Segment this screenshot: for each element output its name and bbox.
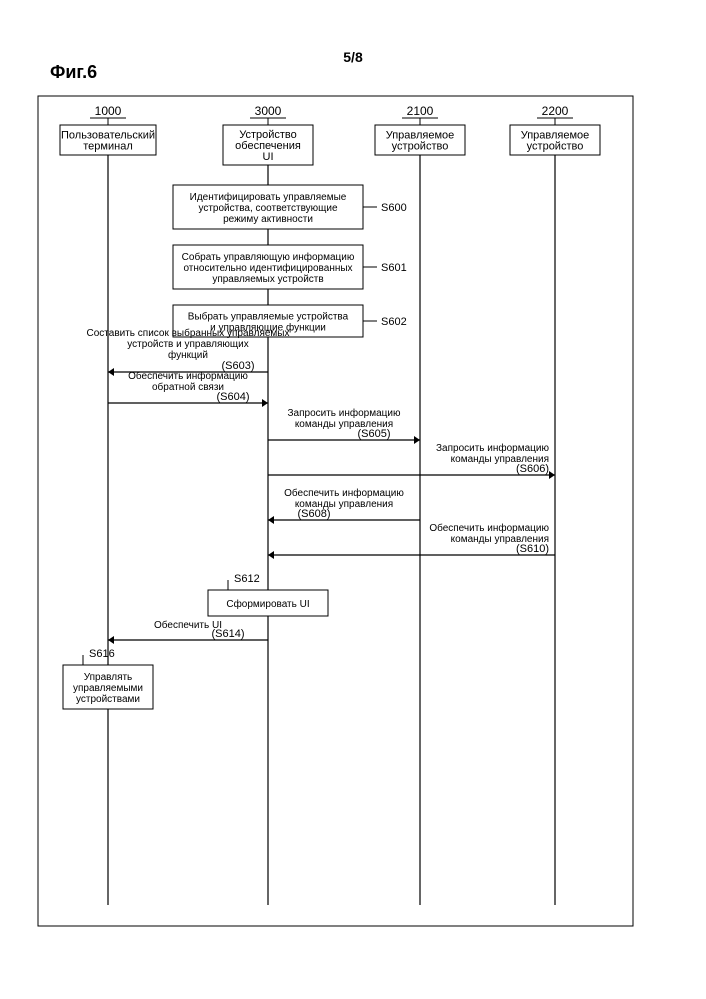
message-label: Запросить информациюкоманды управления [436, 442, 550, 465]
process-text: Сформировать UI [226, 598, 309, 610]
message-m608: Обеспечить информациюкоманды управления(… [268, 487, 420, 524]
step-label: S616 [89, 648, 115, 660]
step-label: S600 [381, 202, 407, 214]
message-step: (S606) [516, 463, 549, 475]
message-step: (S614) [211, 628, 244, 640]
lane-number: 1000 [95, 104, 122, 118]
step-label: S602 [381, 316, 407, 328]
page-number: 5/8 [343, 49, 363, 65]
message-m610: Обеспечить информациюкоманды управления(… [268, 522, 555, 559]
step-label: S601 [381, 262, 407, 274]
lane-number: 2100 [407, 104, 434, 118]
lane-l4: 2200 Управляемоеустройство [510, 104, 600, 905]
process-box-p600: Идентифицировать управляемыеустройства, … [173, 185, 407, 229]
step-label: S612 [234, 573, 260, 585]
process-box-p616: УправлятьуправляемымиустройствамиS616 [63, 648, 153, 709]
message-step: (S610) [516, 543, 549, 555]
message-label: Обеспечить информациюкоманды управления [284, 487, 404, 510]
message-m606: Запросить информациюкоманды управления(S… [268, 442, 555, 479]
sequence-diagram: Фиг.6 5/8 1000Пользовательскийтерминал 3000… [0, 0, 706, 999]
message-label: Обеспечить информациюобратной связи [128, 370, 248, 393]
message-m605: Запросить информациюкоманды управления(S… [268, 407, 420, 444]
message-m604: Обеспечить информациюобратной связи(S604… [108, 370, 268, 407]
message-label: Запросить информациюкоманды управления [287, 407, 401, 430]
figure-title: Фиг.6 [50, 62, 97, 82]
lane-l1: 1000Пользовательскийтерминал [60, 104, 156, 905]
message-step: (S604) [216, 391, 249, 403]
lane-label: Управляемоеустройство [386, 130, 455, 153]
message-m603: Составить список выбранных управляемыхус… [87, 327, 290, 376]
message-step: (S608) [297, 508, 330, 520]
process-box-p601: Собрать управляющую информациюотноситель… [173, 245, 407, 289]
lane-label: Управляемоеустройство [521, 130, 590, 153]
message-label: Обеспечить информациюкоманды управления [429, 522, 549, 545]
message-m614: Обеспечить UI(S614) [108, 619, 268, 644]
lane-number: 3000 [255, 104, 282, 118]
message-label: Составить список выбранных управляемыхус… [87, 327, 290, 361]
lane-number: 2200 [542, 104, 569, 118]
message-step: (S605) [357, 428, 390, 440]
